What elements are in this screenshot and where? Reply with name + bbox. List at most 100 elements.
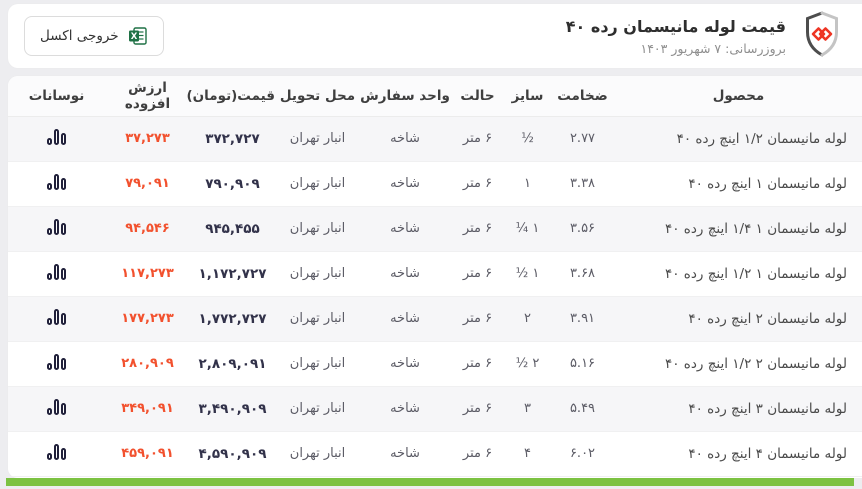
unit-cell: شاخه [360,386,450,432]
vat-cell: ۳۷,۲۷۳ [105,116,190,162]
table-row: لوله مانیسمان ۴ اینچ رده ۴۰ ۶.۰۲ ۴ ۶ متر شاخ… [8,431,862,477]
bar-chart-icon[interactable] [47,128,66,145]
bar-chart-icon[interactable] [47,443,66,460]
trend-cell [8,431,105,477]
unit-cell: شاخه [360,341,450,387]
delivery-cell: انبار تهران [275,431,360,477]
size-cell: ۲ [505,296,550,342]
product-cell: لوله مانیسمان ۱ اینچ رده ۴۰ [615,161,862,207]
svg-text:X: X [130,32,137,42]
excel-export-label: خروجی اکسل [40,28,119,44]
bar-chart-icon[interactable] [47,353,66,370]
trend-cell [8,296,105,342]
product-cell: لوله مانیسمان ۲ ۱/۲ اینچ رده ۴۰ [615,341,862,387]
bar-chart-icon[interactable] [47,173,66,190]
unit-cell: شاخه [360,206,450,252]
delivery-cell: انبار تهران [275,296,360,342]
delivery-cell: انبار تهران [275,206,360,252]
size-cell: ۲ ½ [505,341,550,387]
page-title: قیمت لوله مانیسمان رده ۴۰ [565,16,786,36]
unit-cell: شاخه [360,116,450,162]
thickness-cell: ۳.۵۶ [550,206,615,252]
trend-cell [8,386,105,432]
column-header-thickness: ضخامت [550,76,615,117]
thickness-cell: ۲.۷۷ [550,116,615,162]
column-header-order-unit: واحد سفارش [360,76,450,117]
product-cell: لوله مانیسمان ۲ اینچ رده ۴۰ [615,296,862,342]
delivery-cell: انبار تهران [275,251,360,297]
trend-cell [8,116,105,162]
excel-icon: X [128,26,148,46]
unit-cell: شاخه [360,296,450,342]
column-header-size: سایز [505,76,550,117]
product-cell: لوله مانیسمان ۴ اینچ رده ۴۰ [615,431,862,477]
delivery-cell: انبار تهران [275,116,360,162]
state-cell: ۶ متر [450,386,505,432]
thickness-cell: ۵.۴۹ [550,386,615,432]
column-header-state: حالت [450,76,505,117]
size-cell: ½ [505,116,550,162]
price-cell: ۱,۱۷۲,۷۲۷ [190,251,275,297]
state-cell: ۶ متر [450,116,505,162]
brand-block: قیمت لوله مانیسمان رده ۴۰ بروزرسانی: ۷ ش… [566,10,846,62]
size-cell: ۴ [505,431,550,477]
trend-cell [8,251,105,297]
trend-cell [8,161,105,207]
thickness-cell: ۶.۰۲ [550,431,615,477]
bar-chart-icon[interactable] [47,398,66,415]
vat-cell: ۲۸۰,۹۰۹ [105,341,190,387]
price-cell: ۱,۷۷۲,۷۲۷ [190,296,275,342]
table-row: لوله مانیسمان ۳ اینچ رده ۴۰ ۵.۴۹ ۳ ۶ متر شاخ… [8,386,862,432]
unit-cell: شاخه [360,251,450,297]
price-cell: ۹۴۵,۴۵۵ [190,206,275,252]
product-cell: لوله مانیسمان ۱ ۱/۲ اینچ رده ۴۰ [615,251,862,297]
price-table-card: محصول ضخامت سایز حالت واحد سفارش محل تحو… [8,76,862,478]
size-cell: ۱ [505,161,550,207]
thickness-cell: ۳.۳۸ [550,161,615,207]
delivery-cell: انبار تهران [275,341,360,387]
state-cell: ۶ متر [450,161,505,207]
table-row: لوله مانیسمان ۱/۲ اینچ رده ۴۰ ۲.۷۷ ½ ۶ متر ش… [8,116,862,162]
vat-cell: ۱۱۷,۲۷۳ [105,251,190,297]
price-table: محصول ضخامت سایز حالت واحد سفارش محل تحو… [8,76,862,477]
product-cell: لوله مانیسمان ۱ ۱/۴ اینچ رده ۴۰ [615,206,862,252]
table-body: لوله مانیسمان ۱/۲ اینچ رده ۴۰ ۲.۷۷ ½ ۶ متر ش… [8,116,862,477]
state-cell: ۶ متر [450,341,505,387]
product-cell: لوله مانیسمان ۱/۲ اینچ رده ۴۰ [615,116,862,162]
bar-chart-icon[interactable] [47,308,66,325]
last-updated-text: بروزرسانی: ۷ شهریور ۱۴۰۳ [640,40,787,56]
column-header-price: قیمت(تومان) [186,76,275,117]
size-cell: ۱ ¼ [505,206,550,252]
column-header-delivery: محل تحویل [275,76,360,117]
size-cell: ۱ ½ [505,251,550,297]
unit-cell: شاخه [360,161,450,207]
thickness-cell: ۵.۱۶ [550,341,615,387]
vat-cell: ۴۵۹,۰۹۱ [105,431,190,477]
trend-cell [8,341,105,387]
price-cell: ۷۹۰,۹۰۹ [190,161,275,207]
vat-cell: ۹۴,۵۴۶ [105,206,190,252]
vat-cell: ۳۴۹,۰۹۱ [105,386,190,432]
state-cell: ۶ متر [450,431,505,477]
table-header-row: محصول ضخامت سایز حالت واحد سفارش محل تحو… [8,76,862,117]
table-row: لوله مانیسمان ۱ اینچ رده ۴۰ ۳.۳۸ ۱ ۶ متر شاخ… [8,161,862,207]
vat-cell: ۷۹,۰۹۱ [105,161,190,207]
size-cell: ۳ [505,386,550,432]
price-cell: ۳,۴۹۰,۹۰۹ [190,386,275,432]
column-header-product: محصول [615,76,862,117]
footer-green-bar [6,478,854,486]
thickness-cell: ۳.۶۸ [550,251,615,297]
vat-cell: ۱۷۷,۲۷۳ [105,296,190,342]
column-header-trend: نوسانات [8,76,105,117]
state-cell: ۶ متر [450,296,505,342]
unit-cell: شاخه [360,431,450,477]
bar-chart-icon[interactable] [47,263,66,280]
delivery-cell: انبار تهران [275,386,360,432]
price-cell: ۲,۸۰۹,۰۹۱ [190,341,275,387]
trend-cell [8,206,105,252]
excel-export-button[interactable]: X خروجی اکسل [24,16,164,56]
column-header-vat: ارزش افزوده [105,76,190,117]
bar-chart-icon[interactable] [47,218,66,235]
